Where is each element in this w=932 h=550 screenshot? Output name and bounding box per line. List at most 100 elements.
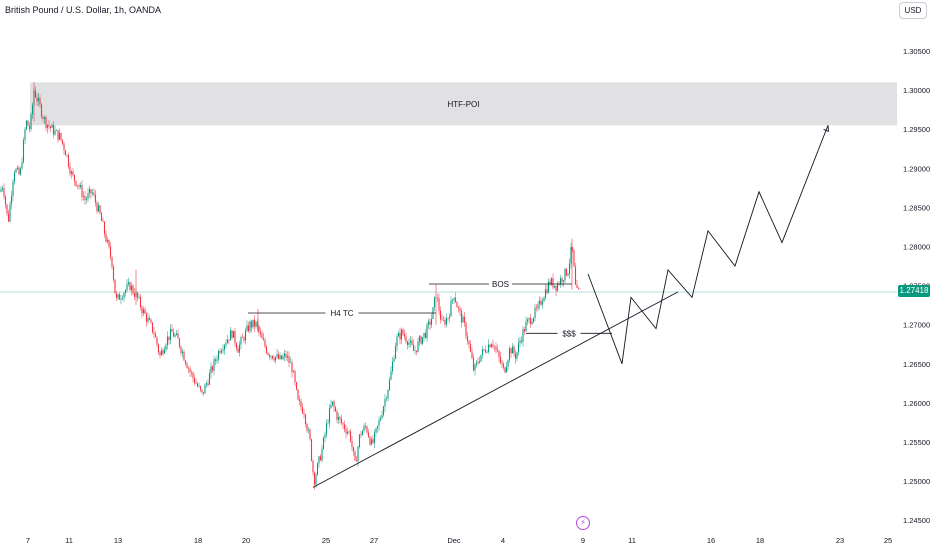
- candle-body: [492, 344, 494, 347]
- candle-body: [3, 188, 5, 197]
- candle-body: [271, 355, 274, 359]
- candle-body: [31, 104, 34, 115]
- candle-body: [426, 324, 428, 339]
- candle-body: [298, 399, 301, 402]
- x-tick-label: 13: [114, 536, 122, 545]
- candle-body: [208, 373, 211, 385]
- candle-body: [564, 268, 566, 281]
- candle-body: [87, 193, 89, 199]
- candle-body: [316, 463, 319, 475]
- candle-body: [256, 321, 259, 327]
- candle-body: [273, 358, 275, 361]
- candle-body: [220, 350, 223, 353]
- candle-body: [178, 338, 181, 348]
- candle-body: [468, 340, 470, 345]
- candle-body: [540, 300, 542, 305]
- candle-body: [360, 434, 362, 436]
- candle-body: [289, 362, 292, 364]
- candle-body: [478, 361, 481, 363]
- candle-body: [522, 329, 524, 342]
- candle-body: [313, 472, 316, 485]
- candle-body: [337, 416, 340, 420]
- candle-body: [214, 359, 217, 361]
- candle-body: [408, 342, 410, 345]
- candle-body: [334, 407, 337, 412]
- candle-body: [12, 181, 14, 197]
- candle-body: [508, 348, 511, 361]
- candle-body: [189, 368, 191, 373]
- candle-body: [43, 117, 46, 119]
- candle-body: [420, 336, 422, 344]
- candle-body: [244, 330, 247, 341]
- candle-body: [463, 316, 466, 323]
- candle-body: [333, 401, 335, 408]
- candle-body: [393, 358, 395, 362]
- candle-body: [409, 340, 412, 343]
- x-tick-label: 7: [26, 536, 30, 545]
- candle-body: [102, 220, 104, 222]
- candle-body: [339, 416, 341, 420]
- candle-body: [286, 356, 289, 358]
- candle-body: [274, 356, 277, 361]
- candle-body: [525, 321, 527, 332]
- candle-body: [93, 192, 95, 195]
- candle-body: [109, 246, 112, 258]
- candle-body: [559, 278, 562, 285]
- candle-body: [237, 348, 239, 353]
- candle-body: [129, 282, 131, 291]
- candle-body: [96, 202, 98, 212]
- candle-body: [453, 297, 455, 300]
- candle-body: [37, 98, 40, 102]
- candle-body: [9, 204, 11, 222]
- candle-body: [538, 300, 541, 305]
- candle-body: [151, 322, 154, 333]
- candle-body: [565, 268, 568, 276]
- candle-body: [561, 278, 563, 283]
- candle-body: [406, 341, 409, 345]
- candle-body: [238, 344, 241, 353]
- candle-body: [402, 329, 404, 335]
- candle-body: [505, 366, 508, 373]
- x-tick-label: 9: [581, 536, 585, 545]
- candle-body: [141, 307, 143, 314]
- candle-body: [471, 351, 473, 359]
- candle-body: [52, 124, 55, 135]
- currency-button[interactable]: USD: [899, 2, 927, 19]
- candle-body: [574, 266, 577, 285]
- candle-body: [399, 332, 401, 340]
- flash-icon[interactable]: ⚡: [576, 516, 590, 530]
- candle-body: [132, 285, 134, 294]
- candle-body: [105, 234, 107, 242]
- candle-body: [550, 278, 553, 285]
- candle-body: [261, 333, 263, 339]
- candle-body: [130, 285, 133, 291]
- candle-body: [199, 386, 202, 390]
- candle-body: [514, 353, 517, 359]
- y-tick-label: 1.29500: [903, 125, 930, 134]
- candle-body: [480, 354, 482, 362]
- candle-body: [103, 221, 106, 235]
- candle-body: [499, 356, 502, 363]
- candle-body: [412, 344, 415, 351]
- candle-body: [283, 353, 286, 357]
- candle-body: [159, 352, 161, 356]
- candle-body: [226, 339, 229, 344]
- level-label: $$$: [562, 329, 576, 338]
- candle-body: [27, 120, 29, 126]
- candle-body: [366, 426, 368, 433]
- candle-body: [217, 351, 220, 360]
- candle-body: [532, 317, 535, 322]
- candle-body: [108, 240, 110, 247]
- candle-body: [553, 285, 556, 288]
- candle-body: [549, 281, 551, 285]
- candle-body: [454, 297, 457, 303]
- candle-body: [424, 332, 427, 339]
- candle-body: [90, 189, 92, 194]
- candle-body: [241, 337, 244, 338]
- candle-body: [85, 198, 88, 201]
- candle-body: [70, 171, 73, 174]
- candle-body: [445, 318, 448, 325]
- candle-body: [364, 426, 367, 427]
- candle-body: [535, 307, 538, 309]
